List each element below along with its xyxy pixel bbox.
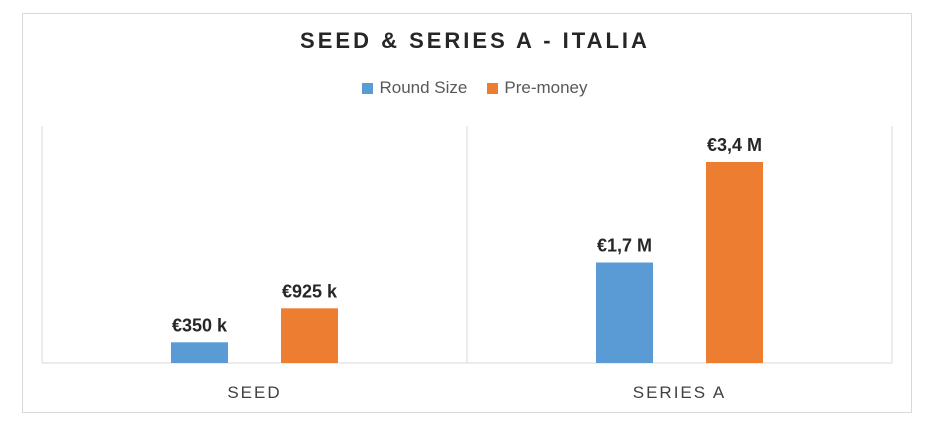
category-label: SERIES A	[633, 383, 726, 402]
bar-round-size-1	[596, 262, 653, 363]
legend-swatch-round-size	[362, 82, 374, 94]
legend: Round Size Pre-money	[0, 78, 950, 98]
legend-item-round-size: Round Size	[362, 78, 467, 98]
bar-round-size-0	[171, 342, 228, 363]
legend-item-pre-money: Pre-money	[487, 78, 588, 98]
legend-label-round-size: Round Size	[379, 78, 468, 97]
chart-title: SEED & SERIES A - ITALIA	[300, 28, 650, 53]
data-label: €3,4 M	[707, 135, 762, 155]
bar-pre-money-1	[706, 162, 763, 363]
data-label: €925 k	[282, 281, 338, 301]
data-label: €1,7 M	[597, 236, 652, 256]
legend-label-pre-money: Pre-money	[504, 78, 588, 97]
legend-swatch-pre-money	[487, 82, 499, 94]
data-label: €350 k	[172, 315, 228, 335]
category-label: SEED	[227, 383, 281, 402]
bar-pre-money-0	[281, 308, 338, 363]
